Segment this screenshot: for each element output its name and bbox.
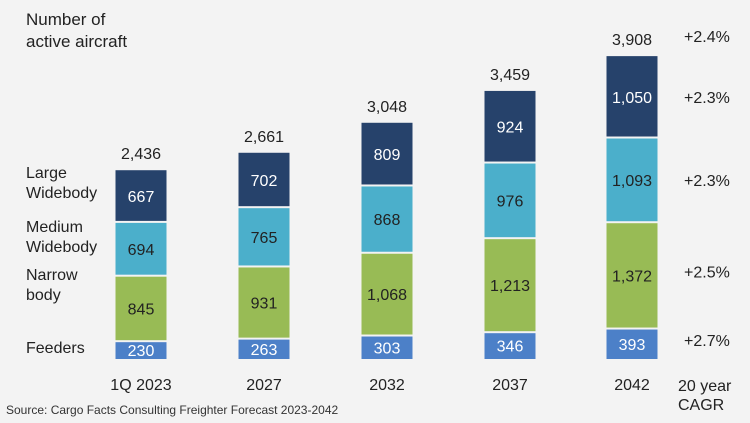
data-label: 702	[251, 173, 278, 190]
bar-segment	[115, 221, 167, 276]
data-label: 1,372	[612, 268, 652, 285]
data-label: 1,050	[612, 90, 652, 107]
legend-label: body	[26, 287, 61, 304]
bar-segment	[238, 207, 290, 267]
segment-divider	[115, 220, 167, 223]
data-label: 1,068	[367, 287, 407, 304]
data-label: 765	[251, 230, 278, 247]
segment-divider	[115, 274, 167, 277]
bar-segment	[361, 335, 413, 359]
cagr-value: +2.7%	[684, 333, 730, 350]
x-tick-label: 2027	[246, 377, 282, 394]
bar-segment	[484, 162, 536, 239]
x-tick-label: 1Q 2023	[110, 377, 171, 394]
bar-segment	[238, 266, 290, 339]
legend-label: Large	[26, 165, 67, 182]
legend-label: Widebody	[26, 185, 97, 202]
total-label: 2,436	[121, 146, 161, 163]
data-label: 1,213	[490, 278, 530, 295]
bar-segment	[361, 252, 413, 336]
segment-divider	[238, 337, 290, 340]
segment-divider	[606, 327, 658, 330]
cagr-total: +2.4%	[684, 29, 730, 46]
data-label: 667	[128, 189, 155, 206]
cagr-value: +2.5%	[684, 264, 730, 281]
bar-segment	[361, 185, 413, 253]
y-axis-title: Number of	[26, 10, 106, 29]
y-axis-title: active aircraft	[26, 32, 127, 51]
bar-segment	[238, 338, 290, 359]
legend-label: Widebody	[26, 239, 97, 256]
bar-segment	[606, 56, 658, 138]
total-label: 2,661	[244, 129, 284, 146]
bar-segment	[115, 170, 167, 222]
data-label: 924	[497, 120, 524, 137]
data-label: 976	[497, 193, 524, 210]
bar-segment	[606, 222, 658, 329]
bar-segment	[484, 332, 536, 359]
data-label: 694	[128, 242, 155, 259]
data-label: 868	[374, 212, 401, 229]
data-label: 1,093	[612, 173, 652, 190]
segment-divider	[361, 251, 413, 254]
data-label: 931	[251, 296, 278, 313]
data-label: 230	[128, 343, 155, 360]
legend-label: Medium	[26, 219, 83, 236]
labels-layer: Number of active aircraft 230 845 694 667 2,43…	[26, 10, 732, 414]
legend-label: Narrow	[26, 267, 78, 284]
x-tick-label: 2037	[492, 377, 528, 394]
bar-segment	[115, 275, 167, 342]
data-label: 346	[497, 339, 524, 356]
data-label: 263	[251, 342, 278, 359]
cagr-title: CAGR	[678, 397, 724, 414]
cagr-value: +2.3%	[684, 173, 730, 190]
legend-label: Feeders	[26, 340, 85, 357]
bar-segment	[484, 238, 536, 333]
bar-segment	[115, 341, 167, 359]
total-label: 3,459	[490, 67, 530, 84]
total-label: 3,048	[367, 99, 407, 116]
bars-layer	[115, 56, 658, 359]
cagr-value: +2.3%	[684, 90, 730, 107]
segment-divider	[484, 331, 536, 334]
segment-divider	[484, 237, 536, 240]
bar-segment	[484, 90, 536, 163]
total-label: 3,908	[612, 32, 652, 49]
segment-divider	[606, 221, 658, 224]
data-label: 303	[374, 340, 401, 357]
segment-divider	[606, 136, 658, 139]
bar-segment	[606, 137, 658, 223]
segment-divider	[361, 334, 413, 337]
segment-divider	[238, 206, 290, 209]
data-label: 393	[619, 337, 646, 354]
x-tick-label: 2032	[369, 377, 405, 394]
segment-divider	[484, 161, 536, 164]
bar-segment	[361, 122, 413, 186]
data-label: 809	[374, 147, 401, 164]
segment-divider	[115, 340, 167, 343]
cagr-title: 20 year	[678, 378, 732, 395]
bar-segment	[606, 328, 658, 359]
segment-divider	[361, 184, 413, 187]
source-note: Source: Cargo Facts Consulting Freighter…	[6, 403, 338, 417]
data-label: 845	[128, 301, 155, 318]
x-tick-label: 2042	[614, 377, 650, 394]
segment-divider	[238, 265, 290, 268]
bar-segment	[238, 152, 290, 208]
